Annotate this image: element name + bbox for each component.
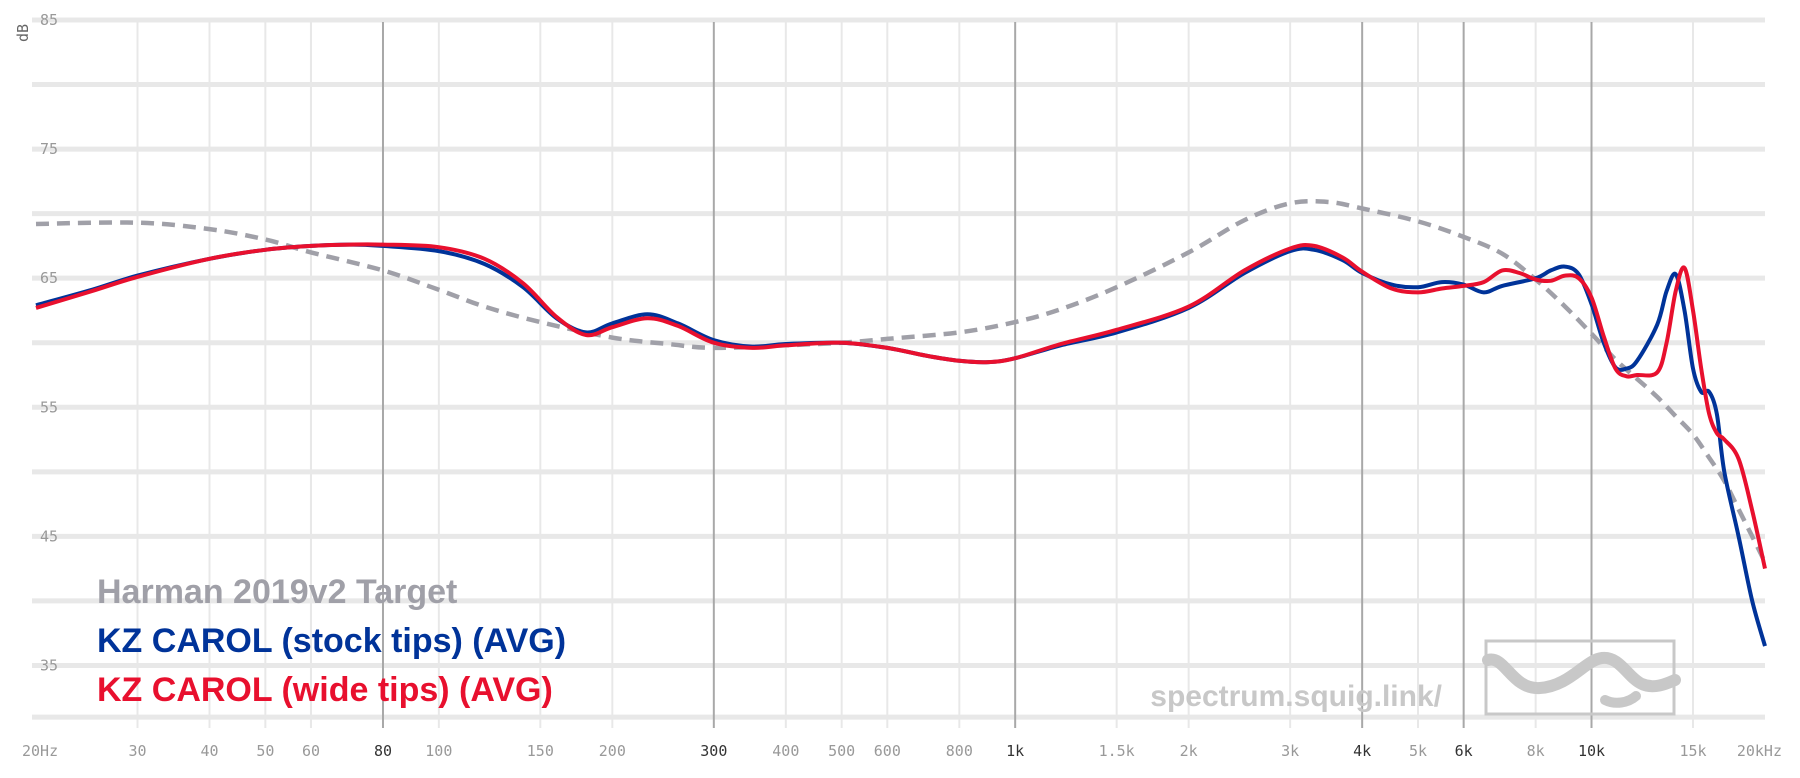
series-line-2 — [35, 242, 1767, 570]
x-axis-tick-labels: 20Hz 30 40 50 60 80 100 150 200 300 400 500 600 800 1k… — [22, 742, 1782, 760]
y-tick-label: 75 — [40, 140, 58, 158]
y-tick-label: 35 — [40, 656, 58, 674]
x-tick-label: 2k — [1180, 742, 1198, 760]
watermark-text: spectrum.squig.link/ — [1150, 680, 1442, 713]
x-tick-label: 4k — [1353, 742, 1371, 760]
x-tick-label: 8k — [1527, 742, 1545, 760]
x-tick-label: 1.5k — [1099, 742, 1135, 760]
x-tick-label: 1k — [1006, 742, 1024, 760]
y-tick-label: 45 — [40, 527, 58, 545]
x-tick-label: 80 — [374, 742, 392, 760]
series-line-0 — [35, 198, 1768, 564]
legend-entry: KZ CAROL (stock tips) (AVG) — [97, 622, 566, 660]
squig-logo-tail — [1600, 691, 1641, 708]
x-tick-label: 30 — [128, 742, 146, 760]
x-tick-label: 10k — [1578, 742, 1605, 760]
x-tick-label: 3k — [1281, 742, 1299, 760]
x-tick-label: 60 — [302, 742, 320, 760]
squig-logo-icon — [1482, 652, 1681, 694]
series-lines — [35, 198, 1768, 647]
legend-entry: Harman 2019v2 Target — [97, 573, 457, 611]
x-tick-label: 500 — [828, 742, 855, 760]
x-tick-label: 6k — [1455, 742, 1473, 760]
vertical-gridlines — [136, 22, 1694, 728]
x-tick-label: 150 — [527, 742, 554, 760]
series-line-1 — [35, 242, 1767, 647]
x-tick-label: 300 — [700, 742, 727, 760]
x-tick-label: 5k — [1409, 742, 1427, 760]
x-tick-label: 15k — [1679, 742, 1706, 760]
watermark: spectrum.squig.link/ — [1150, 639, 1681, 716]
legend: Harman 2019v2 Target KZ CAROL (stock tips… — [97, 573, 566, 709]
y-tick-label: 85 — [40, 11, 58, 29]
x-tick-label: 400 — [772, 742, 799, 760]
y-axis-label: dB — [14, 24, 32, 42]
x-tick-label: 800 — [946, 742, 973, 760]
x-tick-label: 40 — [200, 742, 218, 760]
x-tick-label: 200 — [599, 742, 626, 760]
x-tick-label: 100 — [425, 742, 452, 760]
y-tick-label: 65 — [40, 269, 58, 287]
y-axis-tick-labels: 85 75 65 55 45 35 — [40, 11, 58, 674]
x-tick-label: 20kHz — [1737, 742, 1782, 760]
x-tick-label: 20Hz — [22, 742, 58, 760]
legend-entry: KZ CAROL (wide tips) (AVG) — [97, 671, 553, 709]
y-tick-label: 55 — [40, 398, 58, 416]
horizontal-gridlines — [32, 17, 1765, 720]
x-tick-label: 600 — [874, 742, 901, 760]
x-tick-label: 50 — [256, 742, 274, 760]
